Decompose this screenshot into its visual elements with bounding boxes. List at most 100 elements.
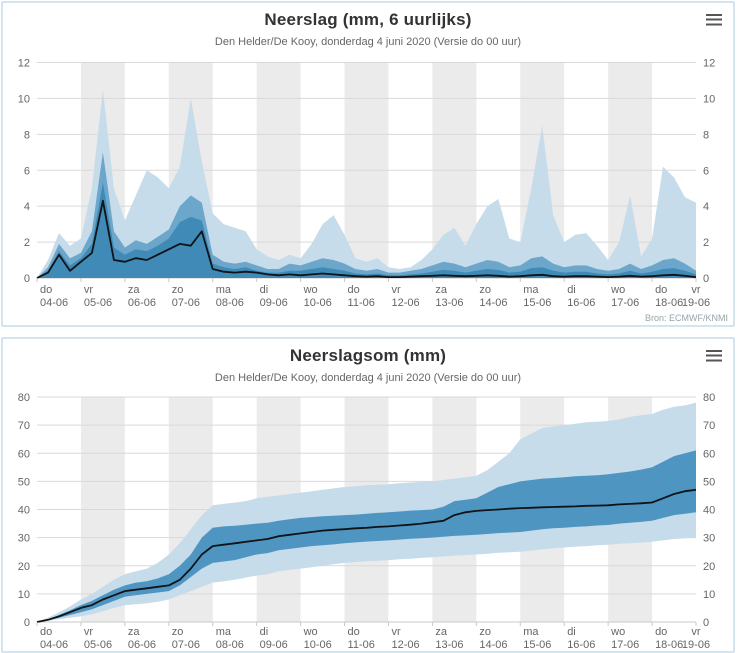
precipitation-6h-chart-panel: Neerslag (mm, 6 uurlijks) Den Helder/De … — [1, 1, 735, 327]
svg-text:11-06: 11-06 — [348, 639, 375, 651]
svg-text:do: do — [348, 626, 360, 638]
chart-title: Neerslagsom (mm) — [289, 346, 447, 365]
svg-text:vr: vr — [391, 284, 401, 296]
menu-icon[interactable] — [706, 350, 722, 362]
svg-text:do: do — [655, 626, 667, 638]
svg-text:30: 30 — [703, 533, 715, 545]
svg-text:80: 80 — [18, 392, 30, 404]
menu-icon[interactable] — [706, 14, 722, 26]
chart-subtitle: Den Helder/De Kooy, donderdag 4 juni 202… — [214, 36, 522, 48]
svg-text:09-06: 09-06 — [260, 639, 288, 651]
svg-text:70: 70 — [18, 420, 30, 432]
svg-text:za: za — [128, 284, 141, 296]
svg-text:vr: vr — [691, 284, 701, 296]
chart-subtitle: Den Helder/De Kooy, donderdag 4 juni 202… — [214, 372, 522, 384]
svg-text:10: 10 — [18, 589, 30, 601]
svg-text:18-06: 18-06 — [655, 639, 683, 651]
svg-text:di: di — [567, 626, 576, 638]
svg-text:6: 6 — [24, 165, 30, 177]
svg-text:04-06: 04-06 — [40, 297, 68, 309]
svg-text:do: do — [348, 284, 360, 296]
svg-text:6: 6 — [703, 165, 709, 177]
svg-text:0: 0 — [703, 617, 709, 629]
svg-text:2: 2 — [24, 237, 30, 249]
svg-text:18-06: 18-06 — [655, 297, 683, 309]
svg-text:80: 80 — [703, 392, 715, 404]
svg-text:do: do — [40, 626, 52, 638]
svg-text:ma: ma — [216, 284, 232, 296]
svg-text:04-06: 04-06 — [40, 639, 68, 651]
svg-text:wo: wo — [610, 284, 625, 296]
svg-text:4: 4 — [703, 201, 709, 213]
svg-text:15-06: 15-06 — [523, 297, 551, 309]
source-credit: Bron: ECMWF/KNMI — [644, 313, 728, 323]
svg-text:06-06: 06-06 — [128, 639, 156, 651]
svg-text:11-06: 11-06 — [348, 297, 375, 309]
svg-text:20: 20 — [18, 561, 30, 573]
svg-text:40: 40 — [18, 505, 30, 517]
precipitation-sum-plot[interactable]: 0 0 10 10 20 20 30 30 40 40 50 50 60 60 70 70 80 80 do 04-0… — [3, 339, 733, 651]
svg-text:zo: zo — [172, 284, 184, 296]
svg-text:vr: vr — [84, 284, 94, 296]
svg-text:08-06: 08-06 — [216, 297, 244, 309]
svg-text:16-06: 16-06 — [567, 639, 595, 651]
svg-text:09-06: 09-06 — [260, 297, 288, 309]
svg-text:10: 10 — [703, 93, 715, 105]
svg-text:di: di — [260, 284, 269, 296]
svg-text:12: 12 — [703, 58, 715, 70]
svg-text:05-06: 05-06 — [84, 639, 112, 651]
svg-text:17-06: 17-06 — [611, 639, 639, 651]
svg-text:60: 60 — [703, 448, 715, 460]
svg-text:40: 40 — [703, 505, 715, 517]
svg-text:di: di — [260, 626, 269, 638]
svg-text:70: 70 — [703, 420, 715, 432]
svg-text:19-06: 19-06 — [682, 639, 710, 651]
svg-text:60: 60 — [18, 448, 30, 460]
svg-text:10: 10 — [703, 589, 715, 601]
svg-text:wo: wo — [303, 626, 318, 638]
svg-text:30: 30 — [18, 533, 30, 545]
svg-text:wo: wo — [303, 284, 318, 296]
chart-title: Neerslag (mm, 6 uurlijks) — [264, 10, 472, 29]
precipitation-sum-chart-panel: Neerslagsom (mm) Den Helder/De Kooy, don… — [1, 337, 735, 653]
svg-text:16-06: 16-06 — [567, 297, 595, 309]
svg-text:12: 12 — [18, 58, 30, 70]
svg-text:20: 20 — [703, 561, 715, 573]
svg-text:07-06: 07-06 — [172, 297, 200, 309]
svg-text:0: 0 — [24, 617, 30, 629]
svg-text:13-06: 13-06 — [435, 639, 463, 651]
svg-text:08-06: 08-06 — [216, 639, 244, 651]
svg-text:19-06: 19-06 — [682, 297, 710, 309]
svg-text:10-06: 10-06 — [304, 297, 332, 309]
svg-text:vr: vr — [691, 626, 701, 638]
svg-text:0: 0 — [703, 273, 709, 285]
svg-text:di: di — [567, 284, 576, 296]
svg-text:za: za — [435, 626, 448, 638]
svg-text:07-06: 07-06 — [172, 639, 200, 651]
svg-text:do: do — [655, 284, 667, 296]
svg-text:14-06: 14-06 — [479, 297, 507, 309]
svg-text:vr: vr — [84, 626, 94, 638]
svg-text:15-06: 15-06 — [523, 639, 551, 651]
svg-text:06-06: 06-06 — [128, 297, 156, 309]
precipitation-plume-plot[interactable]: 0 0 2 2 4 4 6 6 8 8 10 10 12 12 do 04-06 vr 05-06 za 06-06 z… — [3, 3, 733, 325]
svg-text:zo: zo — [172, 626, 184, 638]
svg-text:do: do — [40, 284, 52, 296]
svg-text:2: 2 — [703, 237, 709, 249]
svg-text:8: 8 — [24, 129, 30, 141]
svg-text:12-06: 12-06 — [391, 639, 419, 651]
svg-text:50: 50 — [18, 476, 30, 488]
svg-text:10-06: 10-06 — [304, 639, 332, 651]
svg-text:14-06: 14-06 — [479, 639, 507, 651]
svg-text:za: za — [435, 284, 448, 296]
svg-text:ma: ma — [523, 626, 539, 638]
svg-text:zo: zo — [479, 284, 491, 296]
svg-text:13-06: 13-06 — [435, 297, 463, 309]
svg-text:ma: ma — [216, 626, 232, 638]
svg-text:10: 10 — [18, 93, 30, 105]
svg-text:vr: vr — [391, 626, 401, 638]
svg-text:17-06: 17-06 — [611, 297, 639, 309]
svg-text:05-06: 05-06 — [84, 297, 112, 309]
